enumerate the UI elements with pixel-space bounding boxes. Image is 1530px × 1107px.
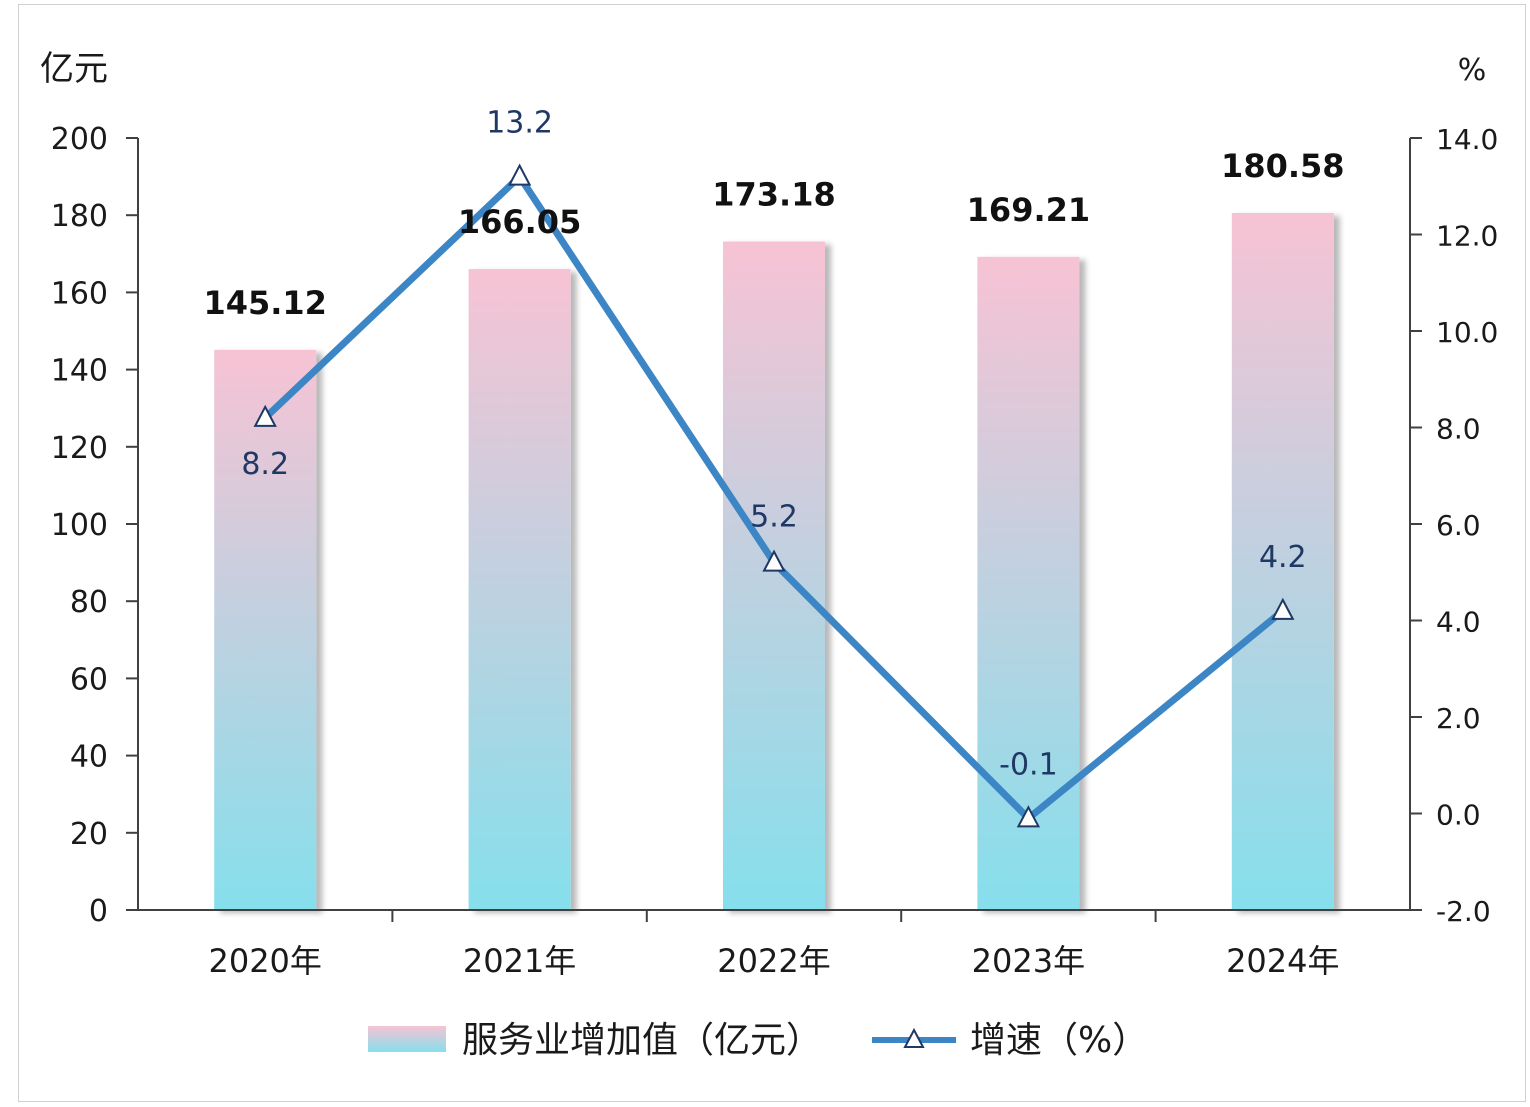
right-tick-label: 6.0 xyxy=(1436,509,1481,542)
x-tick-label: 2020年 xyxy=(208,942,321,980)
right-tick-label: 4.0 xyxy=(1436,606,1481,639)
triangle-marker xyxy=(1271,597,1295,620)
bar-value-label: 166.05 xyxy=(458,203,581,241)
legend-line-label: 增速（%） xyxy=(970,1020,1148,1061)
x-tick-label: 2024年 xyxy=(1226,942,1339,980)
axes: 0 20 40 60 80 100 120 140 160 180 200 -2.0 0.0 2.0 4.0… xyxy=(51,122,1499,980)
growth-value-label: 4.2 xyxy=(1259,540,1307,575)
growth-value-label: 5.2 xyxy=(750,500,798,535)
left-tick-label: 100 xyxy=(51,508,108,543)
right-tick-label: 14.0 xyxy=(1436,123,1498,156)
triangle-marker xyxy=(762,549,786,572)
right-tick-label: 12.0 xyxy=(1436,220,1498,253)
x-tick-label: 2022年 xyxy=(717,942,830,980)
left-tick-label: 80 xyxy=(70,585,108,620)
bar xyxy=(214,349,317,910)
bar xyxy=(468,269,571,910)
x-tick-label: 2023年 xyxy=(972,942,1085,980)
data-labels: 145.12 166.05 173.18 169.21 180.58 8.2 13.2 5.2… xyxy=(203,106,1344,783)
right-tick-label: 8.0 xyxy=(1436,413,1481,446)
left-axis-unit: 亿元 xyxy=(40,49,108,89)
right-tick-label: -2.0 xyxy=(1436,895,1491,928)
legend: 服务业增加值（亿元） 增速（%） xyxy=(368,1020,1148,1061)
left-tick-label: 140 xyxy=(51,354,108,389)
left-tick-label: 20 xyxy=(70,817,108,852)
legend-bar-swatch xyxy=(368,1026,446,1052)
bar-series xyxy=(214,212,1334,911)
bar-value-label: 173.18 xyxy=(712,176,835,214)
right-axis-unit: % xyxy=(1458,53,1487,88)
triangle-marker xyxy=(507,163,532,186)
bar xyxy=(1231,212,1334,911)
x-tick-label: 2021年 xyxy=(463,942,576,980)
growth-value-label: 13.2 xyxy=(486,106,553,141)
growth-value-label: -0.1 xyxy=(999,747,1058,782)
left-tick-label: 160 xyxy=(51,276,108,311)
legend-bar-label: 服务业增加值（亿元） xyxy=(462,1020,822,1061)
bar-value-label: 169.21 xyxy=(967,191,1090,229)
right-tick-label: 10.0 xyxy=(1436,316,1498,349)
bar-value-label: 180.58 xyxy=(1221,147,1344,185)
right-tick-label: 0.0 xyxy=(1436,799,1481,832)
triangle-marker xyxy=(253,404,277,427)
bar xyxy=(723,241,825,910)
left-tick-label: 120 xyxy=(51,431,108,466)
legend-triangle-marker xyxy=(903,1027,925,1048)
triangle-marker xyxy=(1016,805,1041,828)
left-tick-label: 0 xyxy=(89,894,108,929)
line-series xyxy=(253,163,1295,828)
left-tick-label: 60 xyxy=(70,662,108,697)
left-tick-label: 180 xyxy=(51,199,108,234)
bar xyxy=(977,256,1080,911)
left-tick-label: 200 xyxy=(51,122,108,157)
right-tick-label: 2.0 xyxy=(1436,702,1481,735)
left-tick-label: 40 xyxy=(70,740,108,775)
bar-value-label: 145.12 xyxy=(203,284,326,322)
growth-value-label: 8.2 xyxy=(241,447,289,482)
